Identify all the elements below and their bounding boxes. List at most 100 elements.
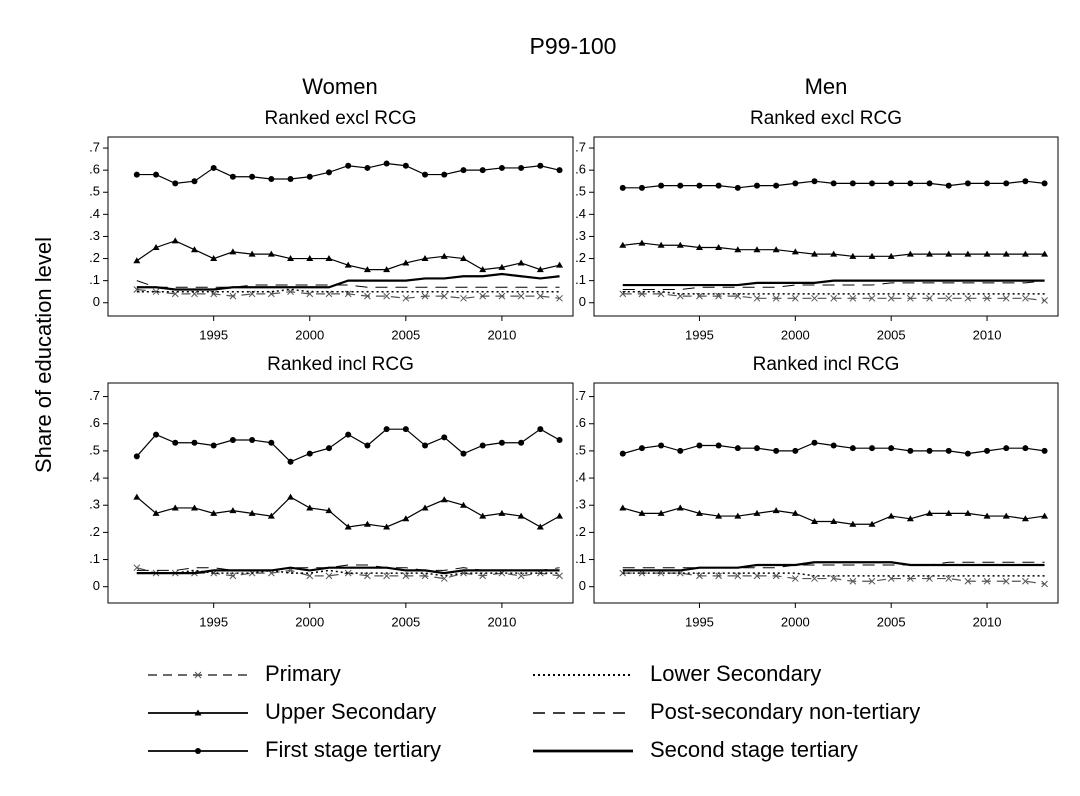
marker [1041, 250, 1049, 257]
marker [344, 523, 352, 530]
series-line [622, 561, 1045, 572]
marker [830, 294, 838, 302]
series-line [622, 279, 1045, 287]
marker [869, 180, 876, 187]
marker [619, 184, 626, 191]
marker [517, 512, 525, 519]
marker [830, 575, 838, 582]
marker [287, 493, 295, 500]
marker [638, 509, 646, 516]
y-tick-label: .4 [89, 206, 100, 221]
x-tick-label: 2000 [295, 614, 324, 629]
marker [479, 292, 487, 300]
marker [696, 182, 703, 189]
marker [268, 439, 275, 446]
panel-title: Ranked excl RCG [264, 108, 416, 129]
x-tick-label: 2000 [781, 327, 810, 342]
marker [734, 512, 742, 519]
marker [556, 261, 564, 268]
marker [849, 520, 857, 527]
marker [619, 241, 627, 248]
marker [325, 255, 333, 262]
marker [964, 180, 971, 187]
marker [249, 173, 256, 180]
marker [172, 180, 179, 187]
marker [868, 294, 876, 302]
marker [153, 171, 160, 178]
y-tick-label: .5 [575, 442, 586, 457]
x-tick-label: 1995 [685, 327, 714, 342]
marker [695, 509, 703, 516]
marker [792, 447, 799, 454]
marker [676, 504, 684, 511]
marker [868, 252, 876, 259]
legend-label: First stage tertiary [265, 737, 441, 762]
marker [811, 294, 818, 302]
marker [402, 162, 409, 169]
marker [715, 572, 722, 580]
marker [907, 294, 914, 302]
marker [830, 442, 837, 449]
y-tick-label: .6 [575, 415, 586, 430]
y-tick-label: .4 [89, 469, 100, 484]
marker [498, 509, 506, 516]
x-tick-label: 1995 [199, 614, 228, 629]
series-line [136, 280, 560, 288]
marker [364, 572, 371, 580]
marker [383, 572, 390, 580]
marker [907, 447, 914, 454]
marker [715, 182, 722, 189]
marker [325, 507, 333, 514]
marker [830, 180, 837, 187]
marker [773, 447, 780, 454]
marker [753, 445, 760, 452]
marker [792, 180, 799, 187]
marker [964, 577, 972, 585]
marker [421, 292, 429, 300]
marker [753, 246, 761, 253]
marker [1022, 294, 1029, 302]
marker [658, 442, 665, 449]
marker [983, 250, 991, 257]
panel-title: Ranked incl RCG [267, 354, 414, 375]
legend-label: Upper Secondary [265, 699, 436, 724]
marker [830, 250, 838, 257]
marker [696, 572, 703, 580]
marker [194, 709, 202, 716]
marker [945, 250, 953, 257]
marker [556, 437, 563, 444]
marker [869, 445, 876, 452]
marker [868, 520, 876, 527]
marker [325, 169, 332, 176]
marker [479, 512, 487, 519]
marker [402, 572, 410, 580]
marker [619, 450, 626, 457]
marker [1021, 515, 1029, 522]
marker [773, 182, 780, 189]
marker [306, 255, 314, 262]
marker [229, 507, 237, 514]
plot-frame [107, 136, 574, 317]
marker [715, 243, 723, 250]
marker [210, 164, 217, 171]
y-tick-label: .5 [89, 184, 100, 199]
marker [1041, 297, 1048, 304]
marker [422, 171, 429, 178]
marker [459, 501, 467, 508]
y-tick-label: .1 [89, 551, 100, 566]
marker [287, 175, 294, 182]
marker [518, 164, 525, 171]
x-tick-label: 2010 [973, 614, 1002, 629]
y-tick-label: .3 [575, 497, 586, 512]
marker [772, 507, 780, 514]
marker [906, 250, 914, 257]
legend-label: Post-secondary non-tertiary [650, 699, 920, 724]
y-tick-label: .2 [575, 524, 586, 539]
y-tick-label: .4 [575, 206, 586, 221]
marker [325, 572, 333, 580]
marker [811, 178, 818, 185]
marker [1041, 512, 1049, 519]
marker [810, 250, 818, 257]
y-tick-label: .5 [575, 184, 586, 199]
